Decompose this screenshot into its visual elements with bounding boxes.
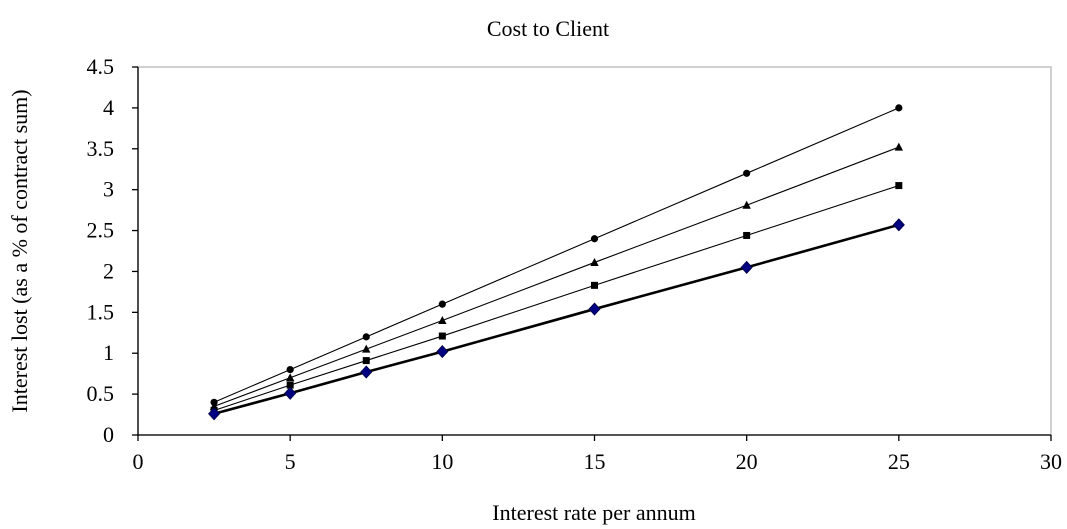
data-point <box>742 200 751 209</box>
data-point <box>286 381 294 389</box>
y-tick-label: 4.5 <box>87 54 115 79</box>
x-tick-label: 10 <box>431 449 453 474</box>
data-point <box>740 260 753 274</box>
data-point <box>438 316 447 325</box>
y-tick-label: 2 <box>103 258 114 283</box>
y-axis-label: Interest lost (as a % of contract sum) <box>7 89 32 412</box>
data-point <box>591 281 598 289</box>
data-point <box>208 407 221 421</box>
data-point <box>895 182 903 190</box>
axes: 0 5 10 15 20 25 30 0 0.5 1 1.5 2 2.5 3 3.5 4 4.5 <box>87 54 1063 474</box>
series-2 <box>209 142 904 410</box>
y-tick-label: 3.5 <box>87 136 115 161</box>
x-tick-label: 0 <box>133 449 144 474</box>
y-tick-label: 3 <box>103 177 114 202</box>
data-point <box>362 344 371 353</box>
y-tick-label: 2.5 <box>87 218 115 243</box>
series-4 <box>208 218 905 421</box>
data-point <box>362 357 370 365</box>
data-point <box>894 142 904 151</box>
data-point <box>285 373 295 382</box>
data-point <box>588 302 601 316</box>
y-tick-label: 1 <box>103 340 114 365</box>
data-point <box>743 169 751 177</box>
x-tick-label: 30 <box>1040 449 1062 474</box>
x-tick-label: 5 <box>285 449 296 474</box>
data-point <box>286 365 294 374</box>
x-tick-label: 20 <box>736 449 758 474</box>
y-tick-label: 4 <box>103 95 114 120</box>
data-point <box>590 235 599 243</box>
y-tick-label: 0.5 <box>87 381 115 406</box>
chart-title: Cost to Client <box>487 16 609 41</box>
data-point <box>362 333 370 341</box>
data-point <box>438 300 446 308</box>
data-point <box>438 332 446 340</box>
x-axis-label: Interest rate per annum <box>492 500 695 525</box>
data-point <box>743 231 751 239</box>
data-point <box>360 365 373 379</box>
y-tick-label: 1.5 <box>87 299 115 324</box>
series-layer <box>208 104 905 421</box>
x-tick-label: 25 <box>888 449 910 474</box>
x-tick-label: 15 <box>584 449 606 474</box>
data-point <box>284 386 297 400</box>
data-point <box>895 104 903 112</box>
plot-area <box>137 66 1052 436</box>
data-point <box>892 218 905 232</box>
y-tick-label: 0 <box>103 422 114 447</box>
data-point <box>436 344 449 359</box>
data-point <box>590 257 599 266</box>
